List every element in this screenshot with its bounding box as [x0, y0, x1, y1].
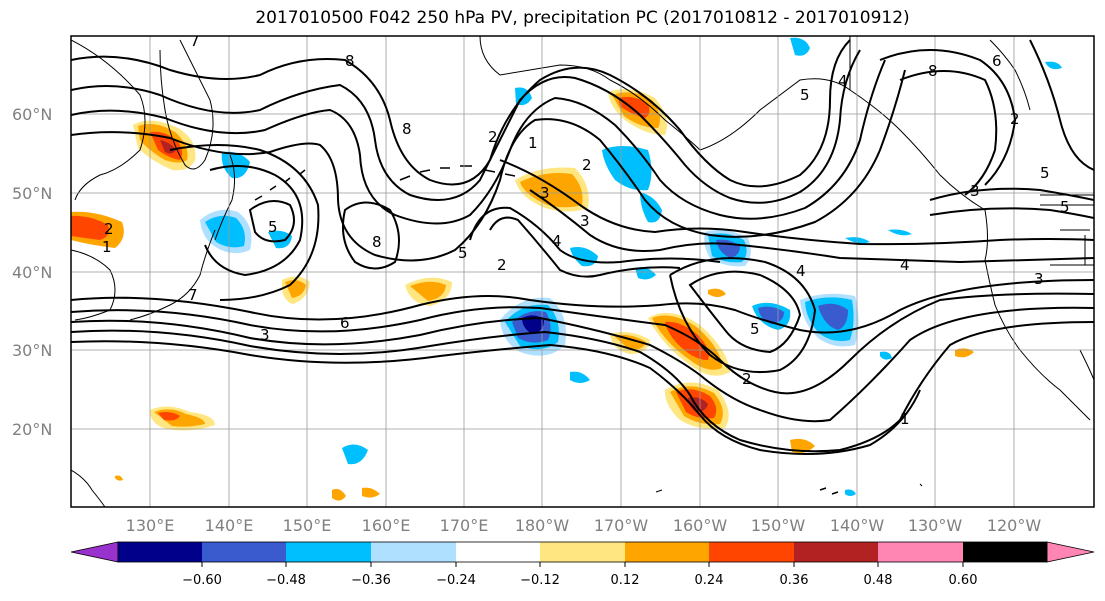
colorbar-extend-high [1046, 541, 1095, 563]
map-plot-area: 7 8 2 1 8 2 3 4 5 2 1 6 7 8 5 5 4 3 2 4 … [71, 32, 1094, 507]
lat-label: 30°N [12, 341, 52, 360]
svg-text:5: 5 [268, 218, 278, 236]
svg-text:8: 8 [928, 62, 938, 80]
lon-labels: 130°E 140°E 150°E 160°E 170°E 180°W 170°… [126, 516, 1042, 535]
svg-text:5: 5 [1060, 198, 1070, 216]
colorbar-tick-label: −0.36 [351, 573, 391, 588]
svg-text:1: 1 [102, 238, 112, 256]
colorbar-tick-label: 0.48 [864, 573, 893, 588]
colorbar-tick-label: 0.60 [949, 573, 978, 588]
lon-label: 170°E [440, 516, 489, 535]
lon-label: 120°W [987, 516, 1042, 535]
colorbar-segment [118, 542, 202, 562]
svg-text:3: 3 [540, 184, 550, 202]
svg-text:3: 3 [1034, 270, 1044, 288]
lon-label: 160°W [673, 516, 728, 535]
pv-contours [71, 39, 1094, 455]
colorbar-tick-label: −0.12 [520, 573, 560, 588]
svg-text:2: 2 [104, 220, 114, 238]
svg-text:1: 1 [900, 410, 910, 428]
plot-frame [70, 35, 1095, 508]
svg-text:4: 4 [552, 232, 562, 250]
svg-text:8: 8 [402, 120, 412, 138]
svg-text:2: 2 [582, 156, 592, 174]
colorbar-tick-label: 0.12 [611, 573, 640, 588]
svg-text:2: 2 [1010, 110, 1020, 128]
svg-text:6: 6 [992, 52, 1002, 70]
lon-label: 150°E [283, 516, 332, 535]
map-title: 2017010500 F042 250 hPa PV, precipitatio… [255, 8, 910, 28]
svg-text:3: 3 [580, 212, 590, 230]
svg-text:8: 8 [345, 52, 355, 70]
svg-text:8: 8 [372, 233, 382, 251]
lon-label: 140°E [205, 516, 254, 535]
svg-text:7: 7 [190, 32, 200, 50]
svg-text:5: 5 [458, 244, 468, 262]
colorbar-tick-label: 0.24 [695, 573, 724, 588]
colorbar-segment [202, 542, 286, 562]
svg-text:5: 5 [800, 86, 810, 104]
colorbar-segment [371, 542, 456, 562]
colorbar-segment [540, 542, 625, 562]
coastlines [71, 36, 1094, 507]
colorbar-segment [963, 542, 1047, 562]
colorbar-segment [625, 542, 709, 562]
lon-label: 150°W [751, 516, 806, 535]
lat-label: 60°N [12, 105, 52, 124]
colorbar-tick-label: 0.36 [780, 573, 809, 588]
lon-label: 130°W [908, 516, 963, 535]
lat-label: 20°N [12, 420, 52, 439]
colorbar-tick-label: −0.60 [182, 573, 222, 588]
svg-text:2: 2 [742, 370, 752, 388]
lat-label: 50°N [12, 184, 52, 203]
svg-text:2: 2 [497, 256, 507, 274]
colorbar-segment [709, 542, 794, 562]
svg-text:2: 2 [488, 128, 498, 146]
colorbar-segment [794, 542, 878, 562]
svg-text:4: 4 [796, 262, 806, 280]
colorbar-tick-label: −0.48 [266, 573, 306, 588]
lon-label: 130°E [126, 516, 175, 535]
contour-labels: 7 8 2 1 8 2 3 4 5 2 1 6 7 8 5 5 4 3 2 4 … [102, 32, 1070, 428]
lat-labels: 60°N 50°N 40°N 30°N 20°N [12, 105, 52, 439]
svg-text:3: 3 [260, 326, 270, 344]
colorbar: −0.60 −0.48 −0.36 −0.24 −0.12 0.12 0.24 … [70, 541, 1095, 588]
colorbar-ticks [201, 562, 964, 567]
svg-text:3: 3 [970, 182, 980, 200]
colorbar-frame [117, 541, 1048, 563]
lon-label: 180°W [515, 516, 570, 535]
colorbar-tick-label: −0.24 [436, 573, 476, 588]
colorbar-segment [878, 542, 963, 562]
svg-text:4: 4 [838, 72, 848, 90]
svg-text:6: 6 [340, 314, 350, 332]
lon-label: 170°W [594, 516, 649, 535]
svg-text:4: 4 [900, 256, 910, 274]
lat-label: 40°N [12, 263, 52, 282]
colorbar-segment [286, 542, 371, 562]
colorbar-segment [456, 542, 540, 562]
svg-text:5: 5 [750, 320, 760, 338]
graticule [71, 36, 1094, 507]
colorbar-extend-low [70, 541, 119, 563]
lon-label: 160°E [362, 516, 411, 535]
svg-text:5: 5 [1040, 164, 1050, 182]
lon-label: 140°W [830, 516, 885, 535]
svg-text:7: 7 [188, 286, 198, 304]
svg-text:1: 1 [528, 134, 538, 152]
